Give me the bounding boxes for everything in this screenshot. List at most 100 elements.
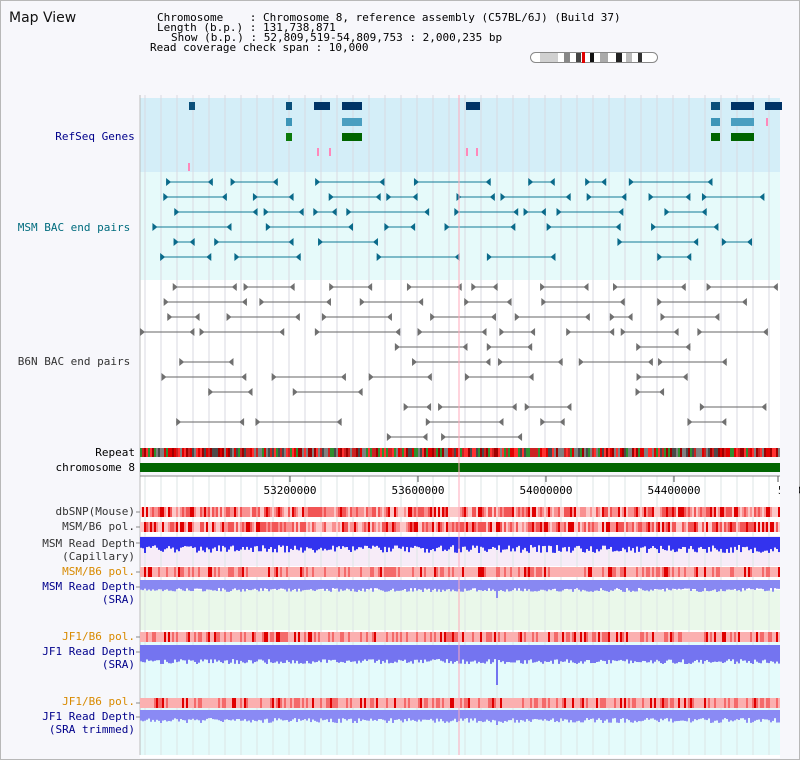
msm-sra-depth-bar bbox=[386, 580, 388, 592]
dbsnp-cell bbox=[638, 507, 640, 517]
capillary-depth-bar bbox=[552, 537, 554, 553]
msm-pol-sra-cell bbox=[666, 567, 668, 577]
msm-pol-sra-cell bbox=[656, 567, 658, 577]
jf1-trim-depth-bar bbox=[158, 710, 160, 721]
dbsnp-cell bbox=[646, 507, 648, 517]
msm-sra-depth-bar bbox=[238, 580, 240, 590]
refseq-genes-track[interactable] bbox=[188, 102, 782, 171]
capillary-depth-bar bbox=[354, 537, 356, 551]
jf1-pol-trimmed-cell bbox=[320, 698, 322, 708]
capillary-depth-bar bbox=[162, 537, 164, 552]
msm-sra-depth-bar bbox=[228, 580, 230, 592]
msm-pol-sra-cell bbox=[466, 567, 468, 577]
msm-sra-depth-bar bbox=[156, 580, 158, 591]
msm-sra-depth-bar bbox=[754, 580, 756, 590]
capillary-depth-bar bbox=[456, 537, 458, 553]
repeat-segment bbox=[652, 448, 654, 457]
b6n-bac-end bbox=[527, 343, 533, 351]
msm-pol-sra-cell bbox=[492, 567, 494, 577]
msm-sra-depth-bar bbox=[678, 580, 680, 589]
jf1-trim-depth-bar bbox=[236, 710, 238, 720]
repeat-segment bbox=[234, 448, 236, 457]
jf1-pol-cell bbox=[666, 632, 668, 642]
capillary-depth-bar bbox=[612, 537, 614, 552]
jf1-sra-depth-bar bbox=[276, 645, 278, 662]
jf1-pol-cell bbox=[462, 632, 464, 642]
jf1-sra-depth-bar bbox=[640, 645, 642, 663]
repeat-segment bbox=[462, 448, 464, 457]
msm-pol-cell bbox=[720, 522, 722, 532]
jf1-pol-trimmed-cell bbox=[738, 698, 740, 708]
jf1-pol-trimmed-cell bbox=[730, 698, 732, 708]
jf1-pol-trimmed-cell bbox=[740, 698, 742, 708]
dbsnp-cell bbox=[580, 507, 582, 517]
jf1-pol-cell bbox=[684, 632, 686, 642]
msm-pol-cell bbox=[428, 522, 430, 532]
msm-pol-cell bbox=[524, 522, 526, 532]
msm-pol-cell bbox=[570, 522, 572, 532]
msm-sra-depth-bar bbox=[256, 580, 258, 590]
jf1-trim-depth-bar bbox=[532, 710, 534, 720]
msm-pol-sra-cell bbox=[140, 567, 142, 577]
msm-pol-sra-cell bbox=[296, 567, 298, 577]
repeat-segment bbox=[678, 448, 680, 457]
gene-feature bbox=[711, 133, 720, 141]
repeat-segment bbox=[438, 448, 440, 457]
dbsnp-cell bbox=[284, 507, 286, 517]
capillary-depth-bar bbox=[750, 537, 752, 550]
jf1-trim-depth-bar bbox=[632, 710, 634, 723]
repeat-segment bbox=[514, 448, 516, 457]
jf1-pol-cell bbox=[672, 632, 674, 642]
jf1-pol-cell bbox=[624, 632, 626, 642]
msm-pol-sra-cell bbox=[276, 567, 278, 577]
repeat-segment bbox=[294, 448, 296, 457]
repeat-track[interactable] bbox=[140, 448, 780, 457]
msm-pol-sra-cell bbox=[338, 567, 340, 577]
repeat-segment bbox=[444, 448, 446, 457]
msm-sra-depth-bar bbox=[158, 580, 160, 590]
dbsnp-cell bbox=[376, 507, 378, 517]
msm-pol-cell bbox=[582, 522, 584, 532]
msm-sra-depth-bar bbox=[162, 580, 164, 592]
b6n-bac-end bbox=[189, 328, 195, 336]
jf1-sra-depth-bar bbox=[774, 645, 776, 664]
jf1-pol-cell bbox=[752, 632, 754, 642]
chromosome-ideogram[interactable] bbox=[530, 52, 658, 63]
jf1-trim-depth-bar bbox=[194, 710, 196, 721]
dbsnp-cell bbox=[210, 507, 212, 517]
jf1-pol-trimmed-cell bbox=[574, 698, 576, 708]
capillary-depth-bar bbox=[554, 537, 556, 553]
jf1-sra-depth-bar bbox=[720, 645, 722, 662]
msm-sra-depth-bar bbox=[502, 580, 504, 592]
msm-sra-depth-bar bbox=[212, 580, 214, 591]
repeat-segment bbox=[250, 448, 252, 457]
repeat-segment bbox=[246, 448, 248, 457]
jf1-pol-cell bbox=[298, 632, 300, 642]
b6n-bac-end bbox=[247, 388, 253, 396]
msm-pol-cell bbox=[604, 522, 606, 532]
msm-pol-cell bbox=[684, 522, 686, 532]
msm-pol-sra-cell bbox=[450, 567, 452, 577]
jf1-trim-depth-bar bbox=[758, 710, 760, 720]
jf1-sra-depth-bar bbox=[240, 645, 242, 661]
jf1-sra-depth-bar bbox=[572, 645, 574, 663]
capillary-depth-bar bbox=[214, 537, 216, 548]
chromosome-track[interactable] bbox=[140, 463, 780, 472]
msm-pol-sra-cell bbox=[224, 567, 226, 577]
b6n-bac-track[interactable] bbox=[140, 283, 778, 441]
msm-pol-cell bbox=[552, 522, 554, 532]
msm-bac-track[interactable] bbox=[152, 178, 765, 261]
b6n-bac-end bbox=[566, 328, 572, 336]
jf1-trim-depth-bar bbox=[192, 710, 194, 719]
jf1-pol-trimmed-cell bbox=[278, 698, 280, 708]
jf1-pol-cell bbox=[584, 632, 586, 642]
jf1-sra-depth-bar bbox=[188, 645, 190, 660]
jf1-sra-depth-bar bbox=[592, 645, 594, 663]
jf1-sra-depth-bar bbox=[228, 645, 230, 664]
jf1-trim-depth-bar bbox=[678, 710, 680, 721]
msm-sra-depth-bar bbox=[500, 580, 502, 591]
jf1-pol-cell bbox=[652, 632, 654, 642]
jf1-pol-cell bbox=[214, 632, 216, 642]
capillary-depth-bar bbox=[462, 537, 464, 547]
